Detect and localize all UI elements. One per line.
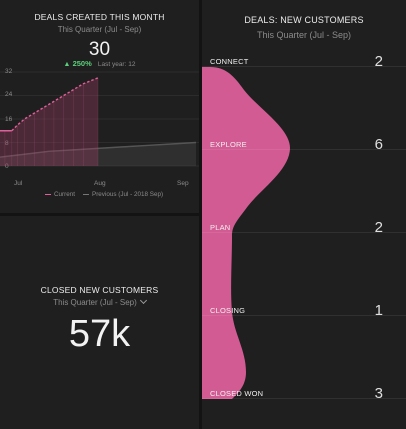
stage-value-closed-won: 3 bbox=[374, 385, 383, 402]
closed-customers-title: CLOSED NEW CUSTOMERS bbox=[40, 285, 159, 295]
funnel-chart bbox=[202, 67, 290, 399]
closed-customers-panel: CLOSED NEW CUSTOMERS This Quarter (Jul -… bbox=[0, 216, 199, 429]
legend-swatch bbox=[83, 194, 89, 195]
deals-line-chart bbox=[0, 71, 199, 167]
stage-divider bbox=[202, 66, 406, 67]
up-arrow-icon: ▲ bbox=[63, 61, 71, 68]
stage-label-connect: CONNECT bbox=[210, 57, 249, 66]
x-tick-label: Jul bbox=[14, 180, 23, 187]
legend-current: Current bbox=[45, 191, 75, 198]
change-percent: 250% bbox=[72, 59, 92, 68]
current-series-area bbox=[0, 77, 98, 166]
deals-created-title: DEALS CREATED THIS MONTH bbox=[34, 12, 165, 22]
x-tick-label: Sep bbox=[177, 180, 189, 187]
legend-previous: Previous (Jul - 2018 Sep) bbox=[83, 191, 163, 198]
deals-created-panel: DEALS CREATED THIS MONTH This Quarter (J… bbox=[0, 0, 199, 213]
y-tick-label: 32 bbox=[5, 68, 12, 75]
stage-value-plan: 2 bbox=[374, 219, 383, 236]
funnel-shape bbox=[202, 67, 290, 399]
last-year-value: Last year: 12 bbox=[97, 61, 136, 68]
current-series-line-dashed bbox=[11, 77, 99, 132]
stage-label-explore: EXPLORE bbox=[210, 140, 247, 149]
period-label: This Quarter (Jul - Sep) bbox=[53, 298, 137, 307]
stage-label-plan: PLAN bbox=[210, 223, 231, 232]
stage-divider bbox=[202, 232, 406, 233]
stage-value-explore: 6 bbox=[374, 136, 383, 153]
deals-created-value: 30 bbox=[88, 39, 111, 60]
stage-label-closing: CLOSING bbox=[210, 306, 246, 315]
chevron-down-icon[interactable] bbox=[139, 296, 147, 305]
y-tick-label: 24 bbox=[5, 91, 13, 98]
stage-divider bbox=[202, 149, 406, 150]
y-tick-label: 8 bbox=[5, 140, 9, 147]
stage-divider bbox=[202, 315, 406, 316]
y-tick-label: 16 bbox=[5, 116, 12, 123]
x-tick-label: Aug bbox=[94, 180, 106, 187]
closed-customers-period[interactable]: This Quarter (Jul - Sep) bbox=[0, 296, 199, 307]
stage-value-connect: 2 bbox=[374, 53, 383, 70]
stage-label-closed-won: CLOSED WON bbox=[210, 389, 264, 398]
deals-created-delta: ▲ 250% Last year: 12 bbox=[0, 59, 199, 68]
stage-divider bbox=[202, 398, 406, 399]
previous-series-line bbox=[0, 141, 197, 158]
y-tick-label: 0 bbox=[5, 163, 9, 170]
closed-customers-value: 57k bbox=[68, 313, 131, 355]
legend-swatch bbox=[45, 194, 51, 195]
new-customers-funnel-panel: DEALS: NEW CUSTOMERS This Quarter (Jul -… bbox=[202, 0, 406, 429]
legend-previous-label: Previous (Jul - 2018 Sep) bbox=[92, 191, 164, 198]
stage-value-closing: 1 bbox=[374, 302, 383, 319]
funnel-subtitle: This Quarter (Jul - Sep) bbox=[256, 30, 352, 40]
previous-series-area bbox=[0, 142, 196, 166]
funnel-title: DEALS: NEW CUSTOMERS bbox=[244, 15, 364, 25]
deals-created-subtitle: This Quarter (Jul - Sep) bbox=[57, 25, 142, 34]
legend-current-label: Current bbox=[54, 191, 75, 198]
